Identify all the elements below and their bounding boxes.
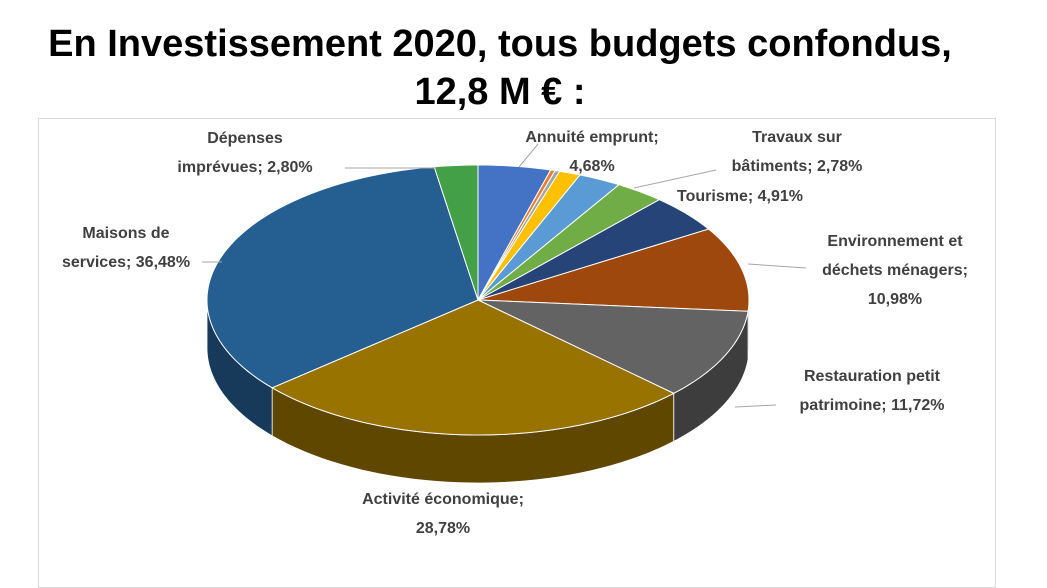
- data-labels: Annuité emprunt; 4,68% Travaux sur bâtiment…: [62, 129, 968, 537]
- pie-slice-6: [477, 199, 710, 301]
- leader-line-7: [747, 263, 807, 269]
- leader-line-4: [633, 169, 717, 189]
- pie-slice-5: [477, 184, 661, 301]
- data-label-6: Tourisme; 4,91%: [677, 188, 803, 205]
- pie-top: [206, 164, 750, 436]
- pie-slice-9: [271, 299, 675, 436]
- page-title-line-2: 12,8 M € :: [414, 71, 586, 113]
- pie-slice-10: [206, 166, 479, 389]
- data-label-0: Annuité emprunt; 4,68%: [525, 129, 658, 175]
- data-label-10: Maisons de services; 36,48%: [62, 225, 190, 271]
- data-label-9: Activité économique; 28,78%: [362, 491, 524, 537]
- pie-slice-4: [477, 174, 621, 301]
- leader-line-8: [734, 404, 777, 408]
- data-label-11: Dépenses imprévues; 2,80%: [177, 130, 312, 176]
- pie-slice-7: [477, 228, 750, 312]
- data-label-7: Environnement et déchets ménagers; 10,98%: [822, 233, 968, 308]
- page-title-line-1: En Investissement 2020, tous budgets con…: [48, 23, 952, 65]
- data-label-8: Restauration petit patrimoine; 11,72%: [800, 368, 945, 414]
- leader-line-0: [518, 143, 539, 168]
- data-label-4: Travaux sur bâtiments; 2,78%: [732, 129, 863, 175]
- pie-slice-0: [477, 164, 552, 302]
- pie-slice-8: [477, 299, 749, 394]
- pie-slice-11: [433, 164, 479, 301]
- pie-chart: Annuité emprunt; 4,68% Travaux sur bâtiment…: [62, 129, 968, 537]
